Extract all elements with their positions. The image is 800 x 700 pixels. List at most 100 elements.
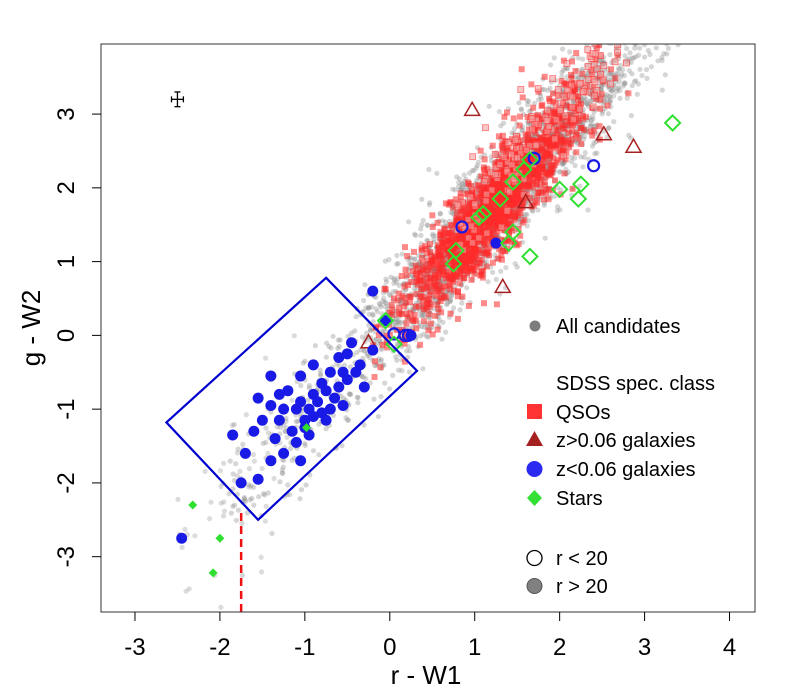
x-axis: -3 -2 -1 0 1 2 3 4: [124, 612, 736, 661]
candidate-point: [616, 38, 621, 43]
candidate-point: [541, 87, 547, 93]
candidate-point: [649, 3, 654, 8]
qso-point: [454, 209, 460, 216]
candidate-point: [208, 499, 214, 505]
candidate-point: [559, 69, 565, 75]
candidate-point: [585, 101, 591, 107]
candidate-point: [336, 343, 342, 349]
qso-point: [506, 230, 513, 237]
qso-point: [450, 240, 457, 246]
legend-gal-low-marker: [526, 461, 543, 477]
galaxy-low-z-point: [286, 425, 298, 437]
galaxy-low-z-point: [312, 396, 324, 408]
galaxy-low-z-point: [380, 315, 392, 327]
qso-point: [499, 174, 506, 181]
candidate-point: [628, 113, 635, 119]
qso-point: [477, 210, 484, 217]
qso-point: [424, 250, 431, 257]
qso-point: [450, 204, 457, 211]
candidate-point: [668, 17, 673, 22]
qso-point: [568, 103, 576, 111]
qso-point: [421, 281, 427, 288]
candidate-point: [559, 73, 565, 80]
galaxy-low-z-point: [256, 414, 268, 426]
candidate-point: [615, 86, 621, 92]
qso-point: [548, 162, 555, 169]
candidate-point: [263, 503, 269, 509]
qso-point: [473, 186, 480, 193]
qso-point: [388, 301, 395, 308]
candidate-point: [433, 233, 439, 239]
candidate-point: [554, 208, 560, 214]
qso-point: [417, 277, 424, 284]
candidate-point: [328, 345, 334, 351]
qso-point: [596, 123, 603, 130]
candidate-point: [337, 337, 343, 343]
candidate-point: [655, 18, 660, 23]
galaxy-low-z-point: [290, 403, 302, 415]
candidate-point: [377, 358, 384, 364]
candidate-point: [473, 178, 479, 184]
qso-point: [464, 207, 471, 213]
qso-point: [453, 249, 459, 256]
qso-point: [615, 27, 621, 33]
candidate-point: [605, 125, 611, 131]
candidate-point: [289, 457, 295, 463]
candidate-point: [611, 119, 617, 125]
qso-point: [419, 266, 426, 273]
qso-point: [434, 301, 441, 308]
candidate-point: [413, 232, 419, 238]
candidate-point: [629, 30, 634, 35]
candidate-point: [633, 54, 639, 60]
qso-point: [412, 317, 419, 324]
candidate-point: [498, 123, 504, 129]
candidate-point: [670, 17, 675, 22]
candidate-point: [621, 72, 627, 79]
candidate-point: [371, 396, 377, 402]
qso-point: [589, 103, 597, 111]
candidate-point: [628, 59, 634, 65]
qso-point: [483, 250, 490, 257]
qso-point: [407, 309, 414, 316]
candidate-point: [365, 305, 371, 311]
candidate-point: [271, 475, 277, 482]
candidate-point: [424, 222, 430, 228]
qso-point: [442, 200, 449, 207]
qso-point: [434, 326, 441, 333]
qso-point: [541, 182, 548, 189]
candidate-point: [377, 302, 383, 308]
candidate-point: [556, 169, 562, 175]
qso-point: [401, 303, 408, 310]
qso-point: [418, 247, 425, 254]
galaxy-low-z-point: [320, 414, 332, 426]
qso-point: [423, 245, 430, 252]
qso-point: [504, 215, 511, 222]
candidate-point: [420, 217, 426, 223]
qso-point: [569, 58, 575, 65]
candidate-point: [326, 343, 332, 349]
qso-point: [429, 212, 436, 219]
qso-point: [466, 211, 473, 218]
candidate-point: [386, 257, 392, 263]
qso-point: [597, 70, 604, 78]
candidate-point: [631, 55, 637, 61]
candidate-point: [567, 49, 573, 55]
candidate-point: [249, 495, 255, 501]
candidate-point: [245, 482, 252, 488]
qso-point: [584, 76, 592, 83]
qso-point: [548, 143, 555, 150]
qso-point: [443, 271, 450, 278]
qso-point: [434, 250, 441, 257]
qso-point: [535, 170, 542, 177]
qso-point: [537, 115, 544, 122]
candidate-point: [448, 209, 454, 216]
qso-point: [534, 193, 541, 200]
qso-point: [457, 270, 464, 277]
star-bright-point: [491, 189, 510, 208]
qso-point: [475, 234, 483, 242]
candidate-point: [628, 135, 634, 141]
qso-point: [396, 311, 403, 318]
candidate-point: [335, 337, 341, 343]
qso-point: [471, 266, 478, 273]
qso-point: [512, 145, 520, 152]
